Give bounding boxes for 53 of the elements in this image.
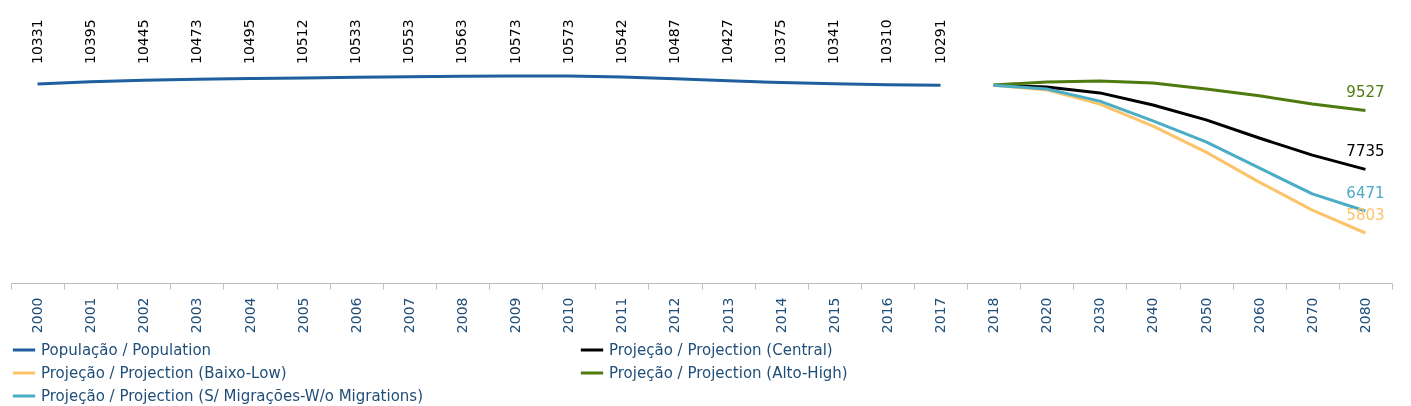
data-label: 10573 [559,19,576,64]
data-label: 10473 [187,19,204,64]
legend-label: Projeção / Projection (Alto-High) [609,364,848,382]
x-tick-label: 2070 [1303,297,1320,334]
legend-label: População / Population [41,341,212,359]
x-tick-label: 2008 [453,297,470,334]
data-label: 10375 [772,19,789,64]
data-label: 10331 [28,19,45,64]
x-tick-label: 2016 [878,297,895,334]
data-label: 10341 [825,19,842,64]
x-tick-label: 2015 [825,297,842,334]
data-label: 10310 [878,19,895,64]
x-tick-label: 2018 [985,297,1002,334]
data-label: 10512 [294,19,311,64]
x-tick-label: 2006 [347,297,364,334]
x-tick-label: 2060 [1250,297,1267,334]
x-tick-label: 2014 [772,297,789,334]
x-tick-label: 2080 [1356,297,1373,334]
data-label: 9527 [1346,83,1385,102]
data-label: 10533 [347,19,364,64]
x-tick-label: 2009 [507,297,524,334]
x-tick-label: 2017 [932,297,949,334]
x-tick-label: 2004 [241,297,258,334]
x-tick-label: 2030 [1091,297,1108,334]
x-tick-label: 2010 [560,297,577,334]
x-tick-label: 2040 [1144,297,1161,334]
x-tick-label: 2013 [719,297,736,334]
legend-label: Projeção / Projection (Central) [609,341,833,359]
x-tick-label: 2001 [82,297,99,334]
data-label: 5803 [1346,206,1385,224]
data-label: 10487 [665,19,682,64]
x-tick-label: 2012 [666,297,683,334]
x-tick-label: 2050 [1197,297,1214,334]
data-label: 10563 [453,19,470,64]
data-label: 7735 [1346,142,1385,161]
x-tick-label: 2011 [613,297,630,334]
x-tick-label: 2020 [1038,297,1055,334]
data-label: 10427 [719,19,736,64]
x-tick-label: 2007 [400,297,417,334]
data-label: 10553 [400,19,417,64]
x-tick-label: 2000 [29,297,46,334]
x-tick-label: 2002 [135,297,152,334]
legend-label: Projeção / Projection (S/ Migrações-W/o Migrations) [41,387,424,405]
x-tick-label: 2003 [188,297,205,334]
data-label: 10445 [134,19,151,64]
x-tick-label: 2005 [294,297,311,334]
data-label: 10395 [81,19,98,64]
data-label: 10542 [612,19,629,64]
data-label: 10291 [931,19,948,64]
data-label: 6471 [1346,184,1385,203]
data-label: 10573 [506,19,523,64]
legend-label: Projeção / Projection (Baixo-Low) [41,364,287,382]
data-label: 10495 [241,19,258,64]
